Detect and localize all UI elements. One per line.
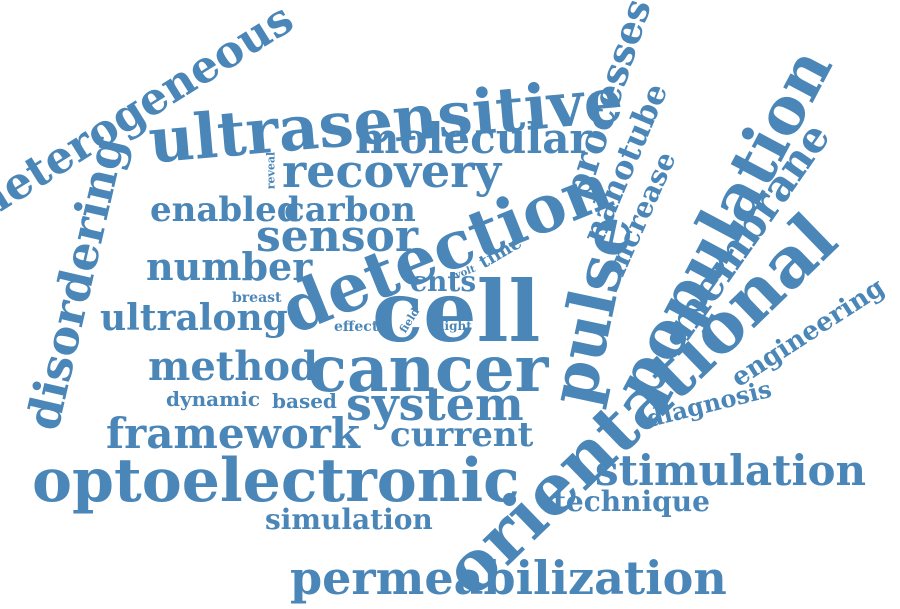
word-current: current [390, 415, 534, 455]
word-stimulation: stimulation [595, 446, 867, 495]
word-simulation: simulation [265, 503, 433, 536]
word-enabled: enabled [150, 190, 301, 230]
word-cancer: cancer [308, 332, 549, 407]
word-ultralong: ultralong [100, 297, 288, 339]
word-recovery: recovery [282, 144, 502, 198]
word-breast: breast [232, 290, 282, 306]
word-light: light [440, 319, 472, 333]
word-cell: cell [372, 262, 541, 361]
word-cnts: cnts [410, 265, 477, 298]
word-optoelectronic: optoelectronic [32, 446, 520, 516]
word-technique: technique [553, 485, 710, 518]
word-dynamic: dynamic [166, 387, 261, 411]
word-based: based [272, 389, 337, 413]
word-method: method [148, 343, 318, 390]
word-molecular: molecular [355, 114, 592, 163]
word-reveal: reveal [264, 151, 278, 190]
word-permeabilization: permeabilization [290, 551, 727, 605]
word-system: system [346, 377, 524, 431]
word-effect: effect [334, 319, 379, 335]
word-sensor: sensor [256, 211, 419, 262]
word-number: number [146, 244, 313, 289]
word-framework: framework [106, 409, 360, 458]
word-carbon: carbon [284, 190, 416, 230]
